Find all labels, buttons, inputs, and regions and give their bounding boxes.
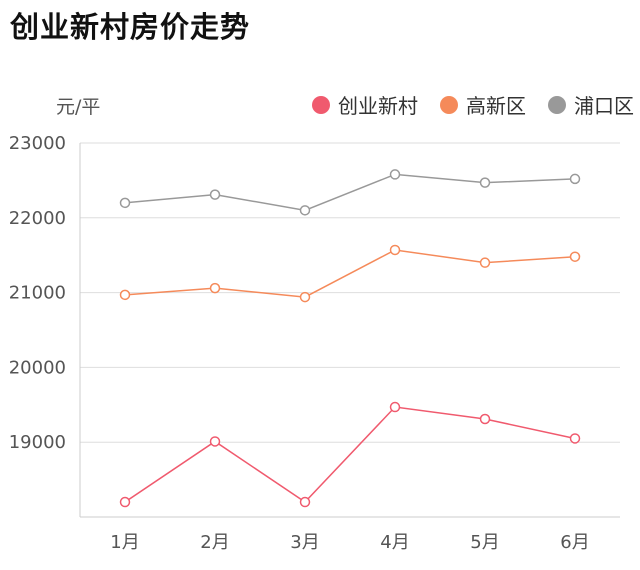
x-tick-label: 5月 — [470, 532, 499, 553]
legend-marker-gaoxin — [440, 95, 458, 114]
x-tick-label: 6月 — [560, 532, 589, 553]
x-tick-label: 1月 — [110, 532, 139, 553]
data-point[interactable] — [479, 257, 491, 268]
data-point[interactable] — [209, 189, 221, 200]
series-line — [124, 173, 576, 212]
y-tick-label: 23000 — [9, 133, 66, 154]
legend-label-gaoxin: 高新区 — [466, 94, 526, 118]
data-point[interactable] — [479, 177, 491, 188]
x-tick-label: 4月 — [380, 532, 409, 553]
chart-title: 创业新村房价走势 — [10, 10, 251, 44]
legend-label-pukou: 浦口区 — [574, 94, 634, 118]
y-axis-ticks: 19000 20000 21000 22000 23000 — [9, 133, 66, 453]
x-axis-ticks: 1月 2月 3月 4月 5月 6月 — [110, 532, 589, 553]
data-point[interactable] — [119, 197, 131, 209]
y-tick-label: 19000 — [9, 432, 66, 453]
data-point[interactable] — [479, 413, 491, 425]
y-tick-label: 21000 — [9, 283, 66, 304]
legend-label-chuangye: 创业新村 — [338, 94, 418, 118]
data-point[interactable] — [119, 496, 131, 508]
data-point[interactable] — [569, 433, 581, 444]
legend-item-chuangye[interactable]: 创业新村 — [312, 90, 418, 119]
legend: 创业新村 高新区 浦口区 — [290, 90, 634, 119]
series-group — [119, 401, 581, 508]
legend-item-pukou[interactable]: 浦口区 — [548, 90, 634, 119]
legend-marker-pukou — [548, 95, 566, 114]
data-point[interactable] — [299, 291, 311, 303]
data-point[interactable] — [569, 173, 581, 185]
data-point[interactable] — [389, 169, 401, 180]
legend-marker-chuangye — [312, 95, 330, 114]
legend-item-gaoxin[interactable]: 高新区 — [440, 90, 526, 119]
axes — [79, 143, 620, 518]
data-point[interactable] — [389, 244, 401, 256]
series-group — [119, 244, 581, 303]
series-line — [124, 249, 576, 298]
y-tick-label: 22000 — [9, 208, 66, 229]
x-tick-label: 3月 — [290, 532, 319, 553]
series-group — [119, 169, 581, 216]
y-axis-unit-label: 元/平 — [56, 96, 101, 118]
data-point[interactable] — [209, 282, 221, 294]
series-line — [124, 406, 576, 504]
data-point[interactable] — [389, 401, 401, 413]
series-layer — [119, 169, 581, 508]
x-tick-label: 2月 — [200, 532, 229, 553]
y-tick-label: 20000 — [9, 357, 66, 378]
grid-lines — [80, 142, 620, 443]
data-point[interactable] — [119, 289, 131, 301]
data-point[interactable] — [299, 496, 311, 508]
data-point[interactable] — [209, 436, 221, 447]
data-point[interactable] — [569, 251, 581, 262]
data-point[interactable] — [299, 205, 311, 216]
